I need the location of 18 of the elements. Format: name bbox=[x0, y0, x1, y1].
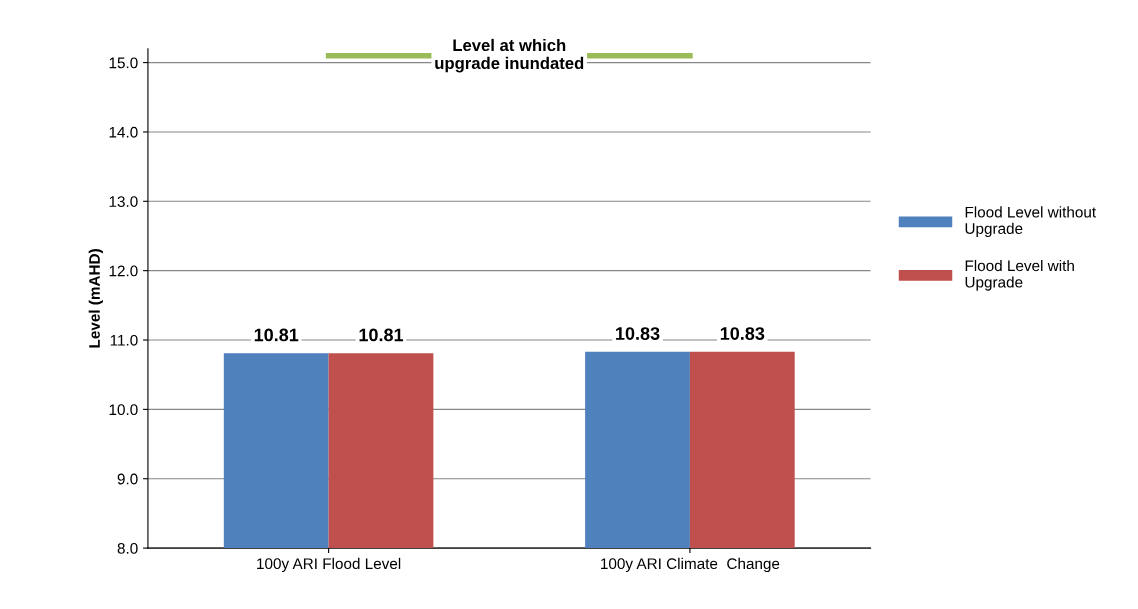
y-tick-label: 13.0 bbox=[109, 196, 138, 207]
y-axis-title: Level (mAHD) bbox=[88, 249, 103, 348]
data-label: 10.81 bbox=[254, 328, 299, 342]
y-tick-label: 14.0 bbox=[109, 126, 138, 138]
legend-label: Flood Level with Upgrade bbox=[965, 259, 1074, 291]
ref-line-label: Level at which upgrade inundated bbox=[435, 38, 584, 73]
x-tick-label: 100y ARI Flood Level bbox=[257, 557, 401, 573]
data-label: 10.83 bbox=[616, 327, 660, 340]
legend-label: Flood Level without Upgrade bbox=[965, 206, 1096, 238]
y-tick-label: 10.0 bbox=[109, 404, 138, 416]
y-tick-label: 8.0 bbox=[117, 542, 138, 554]
y-tick-label: 15.0 bbox=[109, 57, 138, 69]
y-tick-label: 11.0 bbox=[110, 334, 138, 346]
y-tick-label: 9.0 bbox=[117, 473, 138, 485]
data-label: 10.81 bbox=[359, 328, 404, 342]
y-tick-label: 12.0 bbox=[109, 265, 138, 277]
x-tick-label: 100y ARI Climate Change bbox=[601, 557, 780, 573]
data-label: 10.83 bbox=[720, 327, 765, 340]
